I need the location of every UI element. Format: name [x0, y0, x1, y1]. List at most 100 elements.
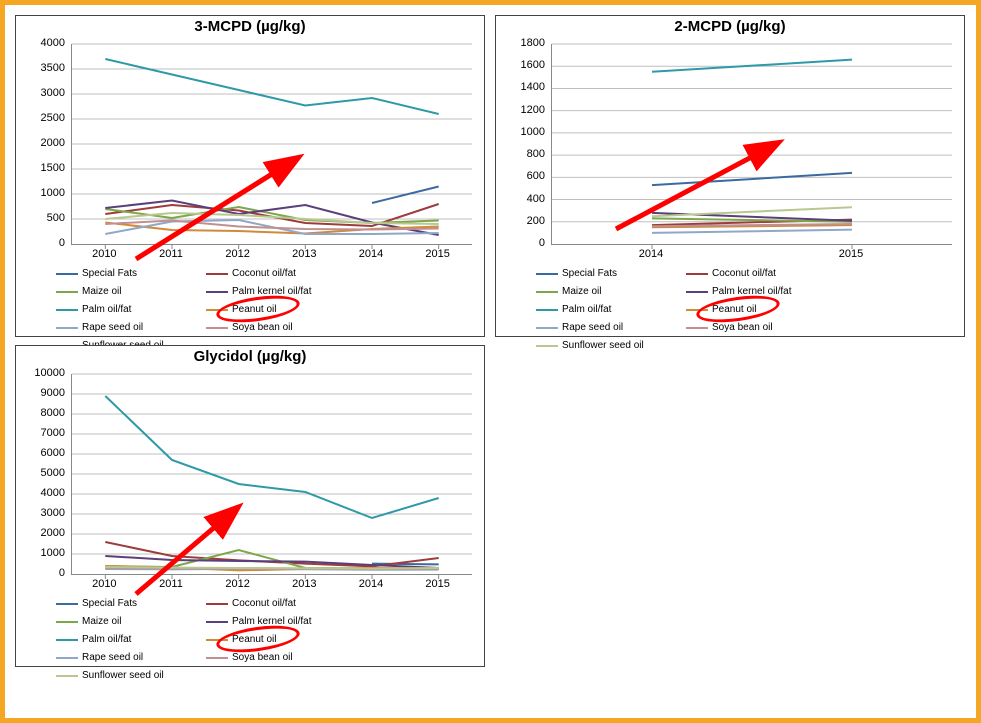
y-tick-label: 4000	[25, 37, 65, 49]
legend-swatch	[206, 639, 228, 641]
legend-label: Rape seed oil	[82, 320, 143, 336]
legend-item: Sunflower seed oil	[56, 668, 206, 684]
x-tick-label: 2012	[213, 578, 263, 590]
plot-area	[551, 44, 952, 245]
legend-item: Peanut oil	[686, 302, 836, 318]
y-tick-label: 1500	[25, 162, 65, 174]
legend-swatch	[56, 675, 78, 677]
y-tick-label: 1000	[25, 547, 65, 559]
legend-swatch	[56, 273, 78, 275]
y-tick-label: 2500	[25, 112, 65, 124]
legend-label: Palm oil/fat	[562, 302, 611, 318]
legend-swatch	[56, 603, 78, 605]
legend-item: Maize oil	[56, 284, 206, 300]
legend-label: Peanut oil	[712, 302, 756, 318]
legend-item: Special Fats	[56, 266, 206, 282]
legend: Special FatsCoconut oil/fat Maize oil Palm…	[56, 266, 476, 356]
y-tick-label: 6000	[25, 447, 65, 459]
legend-item: Maize oil	[536, 284, 686, 300]
legend-swatch	[206, 291, 228, 293]
x-tick-label: 2013	[279, 578, 329, 590]
legend-item: Special Fats	[536, 266, 686, 282]
plot-area	[71, 374, 472, 575]
legend-swatch	[206, 309, 228, 311]
legend-label: Rape seed oil	[82, 650, 143, 666]
legend-item: Palm kernel oil/fat	[206, 284, 356, 300]
legend-swatch	[56, 309, 78, 311]
y-tick-label: 1000	[505, 126, 545, 138]
legend-swatch	[686, 309, 708, 311]
y-tick-label: 0	[25, 567, 65, 579]
legend-item: Palm oil/fat	[56, 302, 206, 318]
legend-label: Peanut oil	[232, 632, 276, 648]
y-tick-label: 500	[25, 212, 65, 224]
legend-label: Special Fats	[82, 596, 137, 612]
y-tick-label: 400	[505, 193, 545, 205]
y-tick-label: 1200	[505, 104, 545, 116]
y-tick-label: 0	[25, 237, 65, 249]
chart-title: 2-MCPD (µg/kg)	[496, 18, 964, 35]
y-tick-label: 3000	[25, 507, 65, 519]
series-line	[652, 207, 852, 216]
legend-label: Sunflower seed oil	[562, 338, 644, 354]
y-tick-label: 4000	[25, 487, 65, 499]
legend-label: Rape seed oil	[562, 320, 623, 336]
legend-swatch	[536, 291, 558, 293]
y-tick-label: 2000	[25, 137, 65, 149]
legend: Special FatsCoconut oil/fatMaize oilPalm…	[536, 266, 956, 356]
series-line	[372, 187, 439, 204]
y-tick-label: 1400	[505, 81, 545, 93]
chart-c_3mcpd: 3-MCPD (µg/kg)05001000150020002500300035…	[15, 15, 485, 337]
legend-swatch	[206, 657, 228, 659]
legend-label: Palm kernel oil/fat	[232, 614, 311, 630]
legend-swatch	[686, 291, 708, 293]
x-tick-label: 2011	[146, 248, 196, 260]
legend-item: Rape seed oil	[536, 320, 686, 336]
y-tick-label: 3000	[25, 87, 65, 99]
x-tick-label: 2014	[346, 578, 396, 590]
legend-item: Palm oil/fat	[536, 302, 686, 318]
legend: Special Fats Coconut oil/fatMaize oil Palm…	[56, 596, 476, 686]
legend-swatch	[536, 345, 558, 347]
legend-item: Peanut oil	[206, 302, 356, 318]
legend-label: Sunflower seed oil	[82, 668, 164, 684]
legend-label: Peanut oil	[232, 302, 276, 318]
y-tick-label: 1000	[25, 187, 65, 199]
legend-item: Soya bean oil	[686, 320, 836, 336]
series-line	[652, 230, 852, 233]
x-tick-label: 2015	[413, 578, 463, 590]
legend-item: Rape seed oil	[56, 320, 206, 336]
legend-swatch	[56, 639, 78, 641]
legend-label: Palm oil/fat	[82, 632, 131, 648]
legend-swatch	[56, 621, 78, 623]
y-tick-label: 600	[505, 170, 545, 182]
x-tick-label: 2013	[279, 248, 329, 260]
legend-swatch	[686, 273, 708, 275]
legend-item: Peanut oil	[206, 632, 356, 648]
legend-item: Coconut oil/fat	[206, 596, 356, 612]
legend-item: Palm kernel oil/fat	[206, 614, 356, 630]
x-tick-label: 2014	[346, 248, 396, 260]
legend-swatch	[206, 327, 228, 329]
y-tick-label: 3500	[25, 62, 65, 74]
legend-item: Coconut oil/fat	[206, 266, 356, 282]
series-line	[652, 173, 852, 185]
legend-label: Maize oil	[82, 284, 121, 300]
legend-label: Soya bean oil	[232, 650, 293, 666]
plot-area	[71, 44, 472, 245]
legend-swatch	[536, 327, 558, 329]
legend-item: Maize oil	[56, 614, 206, 630]
legend-swatch	[536, 309, 558, 311]
legend-item: Palm oil/fat	[56, 632, 206, 648]
figure-frame: 3-MCPD (µg/kg)05001000150020002500300035…	[0, 0, 981, 723]
legend-item: Special Fats	[56, 596, 206, 612]
legend-item: Rape seed oil	[56, 650, 206, 666]
y-tick-label: 5000	[25, 467, 65, 479]
chart-c_glycidol: Glycidol (µg/kg)010002000300040005000600…	[15, 345, 485, 667]
x-tick-label: 2010	[79, 578, 129, 590]
legend-swatch	[536, 273, 558, 275]
legend-swatch	[56, 657, 78, 659]
chart-title: Glycidol (µg/kg)	[16, 348, 484, 365]
x-tick-label: 2015	[826, 248, 876, 260]
series-line	[652, 60, 852, 72]
